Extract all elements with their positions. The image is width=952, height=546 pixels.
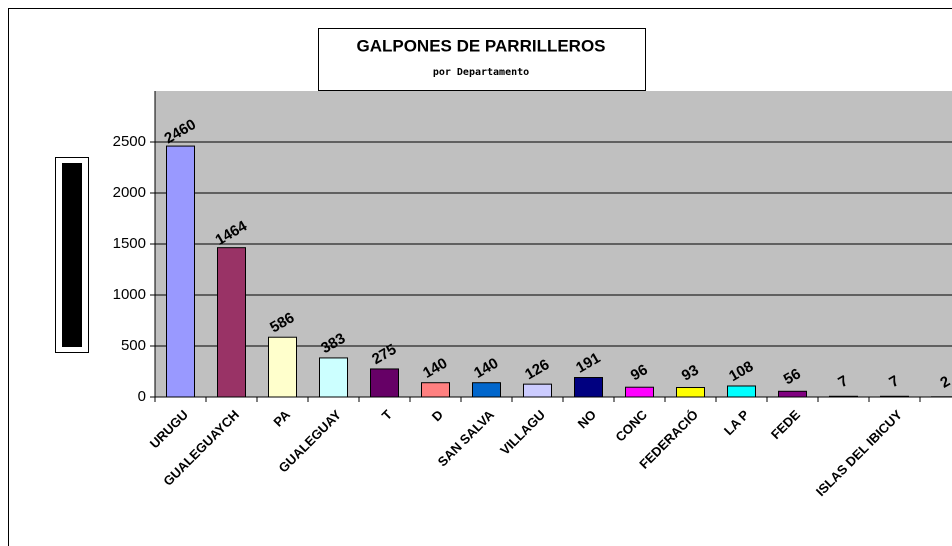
bar — [268, 336, 297, 398]
bar — [319, 357, 348, 398]
y-tick-label: 1500 — [113, 235, 146, 252]
x-tick-label: NO — [575, 407, 599, 431]
x-tick-label: PA — [270, 407, 293, 430]
bar — [523, 383, 552, 398]
value-label: 93 — [679, 362, 702, 385]
bar — [370, 368, 399, 398]
x-tick-label: LA P — [721, 407, 752, 438]
bar — [421, 382, 450, 398]
x-tick-label: D — [429, 407, 446, 424]
x-tick-label: URUGU — [147, 407, 191, 451]
bar — [778, 390, 807, 398]
y-tick-label: 500 — [121, 337, 146, 354]
bar — [166, 145, 195, 398]
bar — [472, 382, 501, 398]
x-tick-label: VILLAGU — [497, 407, 548, 458]
bar — [217, 247, 246, 398]
x-tick-label: T — [379, 407, 395, 423]
bar — [574, 377, 603, 398]
chart-title: GALPONES DE PARRILLEROS — [356, 36, 605, 55]
title-box — [318, 28, 646, 91]
y-tick-label: 2000 — [113, 184, 146, 201]
value-label: 96 — [628, 361, 651, 384]
bar — [676, 387, 705, 398]
y-tick-label: 1000 — [113, 286, 146, 303]
x-tick-label: ISLAS DEL IBICUY — [813, 407, 905, 499]
x-tick-label: FEDE — [768, 407, 803, 442]
y-tick-label: 2500 — [113, 133, 146, 150]
bar — [727, 385, 756, 398]
y-tick-label: 0 — [138, 388, 146, 405]
x-tick-label: CONC — [612, 407, 650, 445]
value-label: 56 — [781, 365, 804, 388]
bar — [625, 386, 654, 398]
legend-key — [62, 163, 82, 347]
chart-subtitle: por Departamento — [433, 67, 529, 78]
